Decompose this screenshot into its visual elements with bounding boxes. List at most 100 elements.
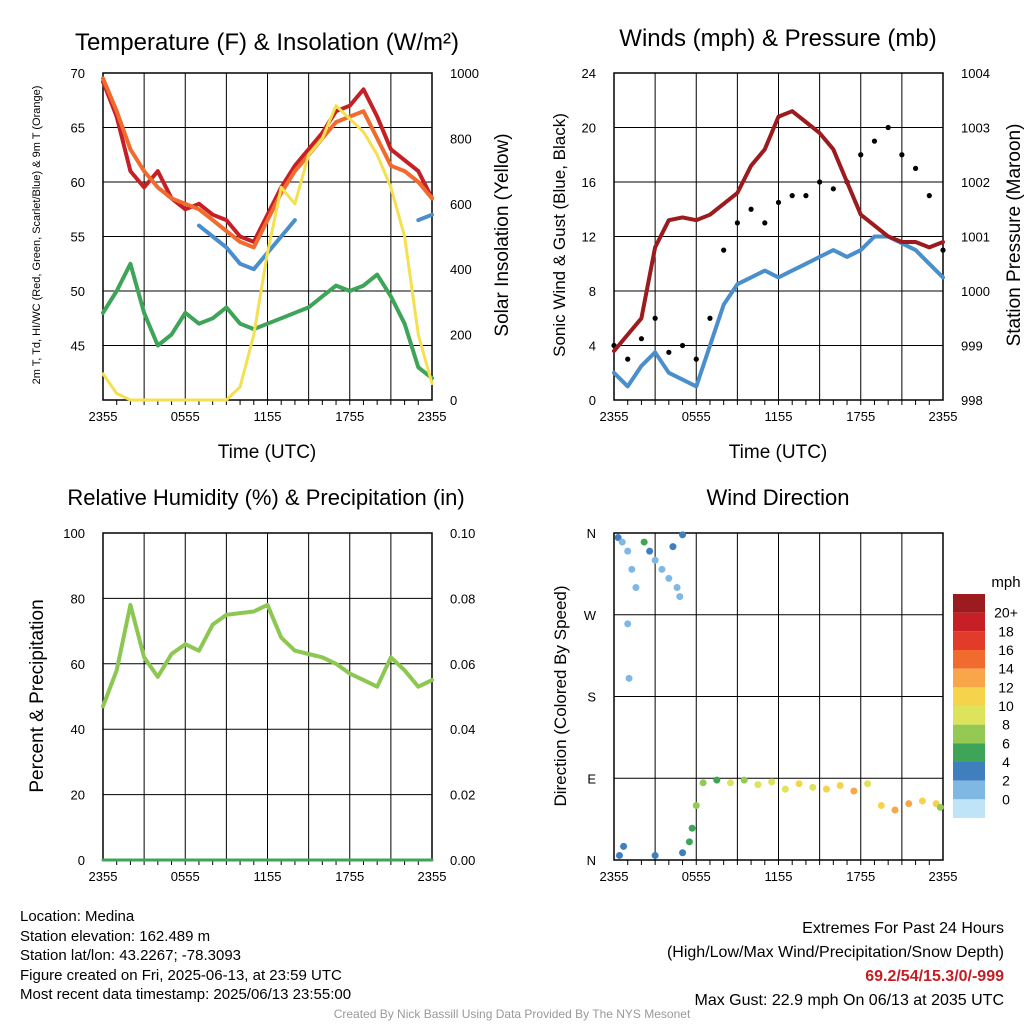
- x-tick-label: 1755: [335, 869, 364, 884]
- winds-ylabel-left: Sonic Wind & Gust (Blue, Black): [550, 113, 569, 357]
- colorbar-label: 14: [998, 661, 1014, 677]
- gust-point: [871, 138, 878, 144]
- direction-point: [822, 785, 830, 793]
- colorbar-label: 12: [998, 679, 1014, 695]
- y-tick-label: 24: [582, 66, 596, 81]
- x-tick-label: 1155: [765, 869, 793, 884]
- x-tick-label: 2355: [418, 409, 447, 424]
- x-tick-label: 2355: [89, 869, 118, 884]
- y-tick-label: 16: [582, 175, 596, 190]
- y-tick-label: 40: [71, 722, 85, 737]
- extremes-heading: Extremes For Past 24 Hours: [802, 920, 1004, 937]
- series-line: [197, 212, 434, 272]
- gust-point: [625, 356, 631, 362]
- gust-point: [899, 152, 905, 158]
- temperature-ylabel-left: 2m T, Td, HI/WC (Red, Green, Scarlet/Blu…: [31, 86, 43, 385]
- y-right-tick-label: 0.06: [450, 657, 475, 672]
- direction-point: [688, 824, 696, 832]
- x-tick-label: 1755: [846, 409, 875, 424]
- direction-point: [632, 584, 640, 591]
- gust-point: [638, 336, 645, 342]
- x-tick-label: 0555: [682, 869, 711, 884]
- station-location: Location: Medina: [20, 908, 135, 925]
- colorbar-title: mph: [991, 574, 1020, 591]
- colorbar-label: 10: [998, 698, 1014, 714]
- x-tick-label: 2355: [929, 869, 958, 884]
- direction-ylabel-left: Direction (Colored By Speed): [551, 585, 570, 806]
- x-tick-label: 2355: [418, 869, 447, 884]
- winds-plot: 2355 0555 1155 1755 2355 0 4 8 12 16 20 24 998 999 100…: [582, 66, 990, 424]
- direction-point: [685, 838, 693, 846]
- y-tick-label: E: [587, 771, 596, 786]
- gust-point: [830, 186, 836, 192]
- y-tick-label: 45: [71, 339, 85, 354]
- temperature-plot: 2355 0555 1155 1755 2355 45 50 55 60 65 70 0 200 400 6…: [71, 66, 479, 424]
- direction-point: [781, 785, 789, 793]
- y-right-tick-label: 1000: [961, 284, 990, 299]
- x-tick-label: 2355: [600, 869, 629, 884]
- direction-point: [624, 620, 632, 628]
- y-right-tick-label: 1000: [450, 66, 479, 81]
- y-tick-label: 70: [71, 66, 85, 81]
- gust-point: [926, 193, 932, 199]
- direction-point: [640, 538, 648, 546]
- colorbar-label: 16: [998, 642, 1014, 658]
- max-gust: Max Gust: 22.9 mph On 06/13 at 2035 UTC: [694, 992, 1005, 1009]
- y-tick-label: 4: [589, 339, 596, 354]
- gust-point: [775, 199, 782, 206]
- y-tick-label: 0: [589, 393, 596, 408]
- colorbar-swatch: [953, 687, 985, 706]
- direction-point: [658, 565, 666, 573]
- direction-plot: 2355 0555 1155 1755 2355 N E S W N: [584, 526, 958, 884]
- humidity-ylabel-left: Percent & Precipitation: [27, 599, 48, 792]
- x-tick-label: 2355: [89, 409, 118, 424]
- colorbar-swatch: [953, 780, 985, 800]
- y-tick-label: 8: [589, 284, 596, 299]
- y-tick-label: 12: [582, 230, 596, 245]
- colorbar-swatch: [953, 799, 985, 818]
- x-tick-label: 1155: [254, 869, 282, 884]
- gust-point: [912, 165, 919, 171]
- gust-point: [817, 179, 823, 185]
- y-right-tick-label: 800: [450, 131, 472, 146]
- x-tick-label: 2355: [929, 409, 958, 424]
- direction-point: [676, 593, 684, 601]
- gust-point: [885, 124, 891, 131]
- gust-point: [734, 220, 740, 226]
- y-right-tick-label: 0.08: [450, 591, 475, 606]
- humidity-plot: 2355 0555 1155 1755 2355 0 20 40 60 80 100 0.00 0.02…: [63, 526, 475, 884]
- y-right-tick-label: 1004: [961, 66, 990, 81]
- figure-created: Figure created on Fri, 2025-06-13, at 23…: [20, 966, 342, 984]
- direction-point: [768, 778, 776, 786]
- y-tick-label: 50: [71, 284, 85, 299]
- direction-point: [795, 780, 803, 788]
- colorbar-label: 0: [1002, 791, 1010, 807]
- winds-ylabel-right: Station Pressure (Maroon): [1004, 124, 1024, 347]
- direction-point: [754, 781, 762, 789]
- colorbar-swatch: [953, 668, 985, 688]
- gust-point: [679, 342, 686, 349]
- extremes-subheading: (High/Low/Max Wind/Precipitation/Snow De…: [666, 944, 1004, 961]
- credit-line: Created By Nick Bassill Using Data Provi…: [333, 1007, 691, 1021]
- station-info: Location: Medina Station elevation: 162.…: [20, 907, 351, 1005]
- y-tick-label: N: [587, 526, 596, 541]
- winds-panel-title: Winds (mph) & Pressure (mb): [619, 25, 936, 52]
- series-line: [101, 602, 434, 709]
- colorbar-swatch: [953, 612, 985, 632]
- direction-point: [679, 849, 687, 857]
- winds-xlabel: Time (UTC): [729, 442, 828, 463]
- direction-point: [713, 776, 721, 784]
- station-elevation: Station elevation: 162.489 m: [20, 927, 211, 945]
- y-tick-label: 60: [71, 657, 85, 672]
- colorbar-label: 2: [1002, 773, 1010, 789]
- y-tick-label: 0: [78, 853, 85, 868]
- colorbar-swatch: [953, 631, 985, 650]
- series-line: [101, 76, 434, 250]
- x-tick-label: 0555: [171, 869, 200, 884]
- series-line: [101, 79, 434, 244]
- y-right-tick-label: 1003: [961, 121, 990, 136]
- direction-point: [740, 776, 748, 784]
- direction-point: [618, 538, 626, 546]
- direction-point: [620, 842, 628, 850]
- gust-point: [693, 356, 699, 362]
